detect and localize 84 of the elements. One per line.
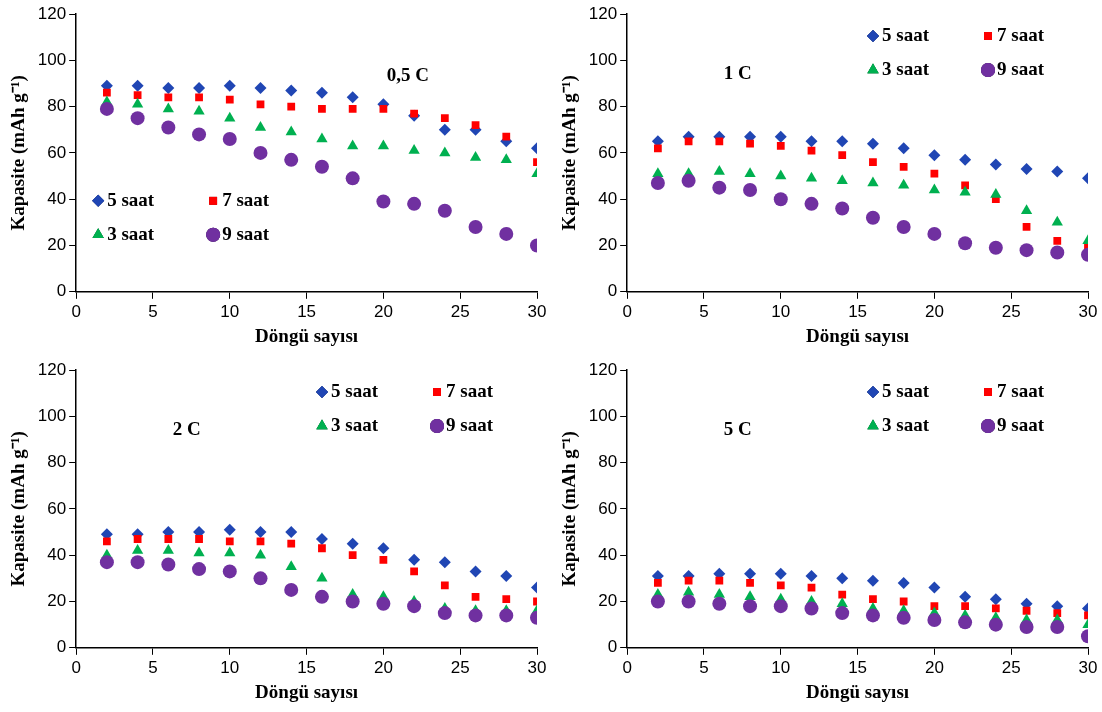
x-tick-label: 20 (373, 657, 393, 677)
y-tick-label: 0 (56, 281, 67, 301)
x-tick-label: 15 (848, 657, 868, 677)
x-tick-label: 20 (924, 301, 944, 321)
legend-label: 9 saat (222, 222, 270, 244)
x-tick-label: 5 (699, 657, 709, 677)
x-tick-label: 10 (220, 301, 240, 321)
x-tick-label: 0 (622, 301, 632, 321)
legend-label: 9 saat (446, 413, 494, 435)
annotation: 0,5 C (386, 63, 430, 85)
x-tick-label: 5 (699, 301, 709, 321)
annotation: 1 C (723, 61, 752, 83)
y-tick-label: 80 (47, 452, 67, 472)
x-tick-label: 25 (450, 657, 470, 677)
legend-label: 3 saat (107, 222, 155, 244)
legend-label: 3 saat (882, 413, 930, 435)
y-axis-title: Kapasite (mAh g⁻¹) (7, 431, 30, 587)
legend-label: 9 saat (997, 413, 1045, 435)
y-tick-label: 20 (598, 235, 618, 255)
y-axis-title: Kapasite (mAh g⁻¹) (558, 431, 581, 587)
legend-label: 7 saat (997, 23, 1045, 45)
y-tick-label: 0 (607, 637, 618, 657)
legend-label: 5 saat (882, 23, 930, 45)
x-tick-label: 0 (622, 657, 632, 677)
x-tick-label: 15 (297, 657, 317, 677)
x-tick-label: 0 (71, 301, 81, 321)
x-tick-label: 5 (148, 301, 158, 321)
y-tick-label: 40 (47, 188, 67, 208)
y-tick-label: 100 (37, 49, 67, 69)
y-tick-label: 120 (588, 3, 618, 23)
x-tick-label: 10 (220, 657, 240, 677)
x-tick-label: 10 (771, 301, 791, 321)
y-tick-label: 0 (607, 281, 618, 301)
x-axis-title: Döngü sayısı (806, 680, 910, 702)
legend-label: 3 saat (882, 57, 930, 79)
x-tick-label: 10 (771, 657, 791, 677)
legend-label: 7 saat (222, 188, 270, 210)
y-tick-label: 100 (588, 49, 618, 69)
y-tick-label: 80 (598, 96, 618, 116)
legend-label: 7 saat (997, 379, 1045, 401)
y-tick-label: 20 (47, 235, 67, 255)
x-axis-title: Döngü sayısı (806, 324, 910, 346)
y-tick-label: 60 (47, 142, 67, 162)
y-tick-label: 20 (47, 591, 67, 611)
x-tick-label: 30 (527, 657, 547, 677)
x-tick-label: 5 (148, 657, 158, 677)
y-tick-label: 120 (37, 3, 67, 23)
x-axis-title: Döngü sayısı (255, 680, 359, 702)
legend-label: 3 saat (331, 413, 379, 435)
annotation: 5 C (723, 417, 752, 439)
legend-label: 9 saat (997, 57, 1045, 79)
annotation: 2 C (172, 417, 201, 439)
y-tick-label: 40 (598, 188, 618, 208)
x-tick-label: 30 (527, 301, 547, 321)
x-axis-title: Döngü sayısı (255, 324, 359, 346)
x-tick-label: 30 (1078, 301, 1098, 321)
y-tick-label: 120 (588, 359, 618, 379)
y-tick-label: 60 (47, 498, 67, 518)
y-tick-label: 40 (47, 544, 67, 564)
y-axis-title: Kapasite (mAh g⁻¹) (7, 75, 30, 231)
y-axis-title: Kapasite (mAh g⁻¹) (558, 75, 581, 231)
x-tick-label: 15 (297, 301, 317, 321)
x-tick-label: 25 (1001, 657, 1021, 677)
x-tick-label: 20 (924, 657, 944, 677)
x-tick-label: 0 (71, 657, 81, 677)
y-tick-label: 120 (37, 359, 67, 379)
y-tick-label: 40 (598, 544, 618, 564)
y-tick-label: 80 (47, 96, 67, 116)
legend-label: 5 saat (882, 379, 930, 401)
x-tick-label: 25 (1001, 301, 1021, 321)
legend-label: 5 saat (331, 379, 379, 401)
y-tick-label: 100 (37, 405, 67, 425)
y-tick-label: 100 (588, 405, 618, 425)
legend-label: 7 saat (446, 379, 494, 401)
y-tick-label: 60 (598, 498, 618, 518)
legend-label: 5 saat (107, 188, 155, 210)
x-tick-label: 25 (450, 301, 470, 321)
y-tick-label: 80 (598, 452, 618, 472)
y-tick-label: 0 (56, 637, 67, 657)
x-tick-label: 15 (848, 301, 868, 321)
x-tick-label: 20 (373, 301, 393, 321)
y-tick-label: 20 (598, 591, 618, 611)
y-tick-label: 60 (598, 142, 618, 162)
x-tick-label: 30 (1078, 657, 1098, 677)
